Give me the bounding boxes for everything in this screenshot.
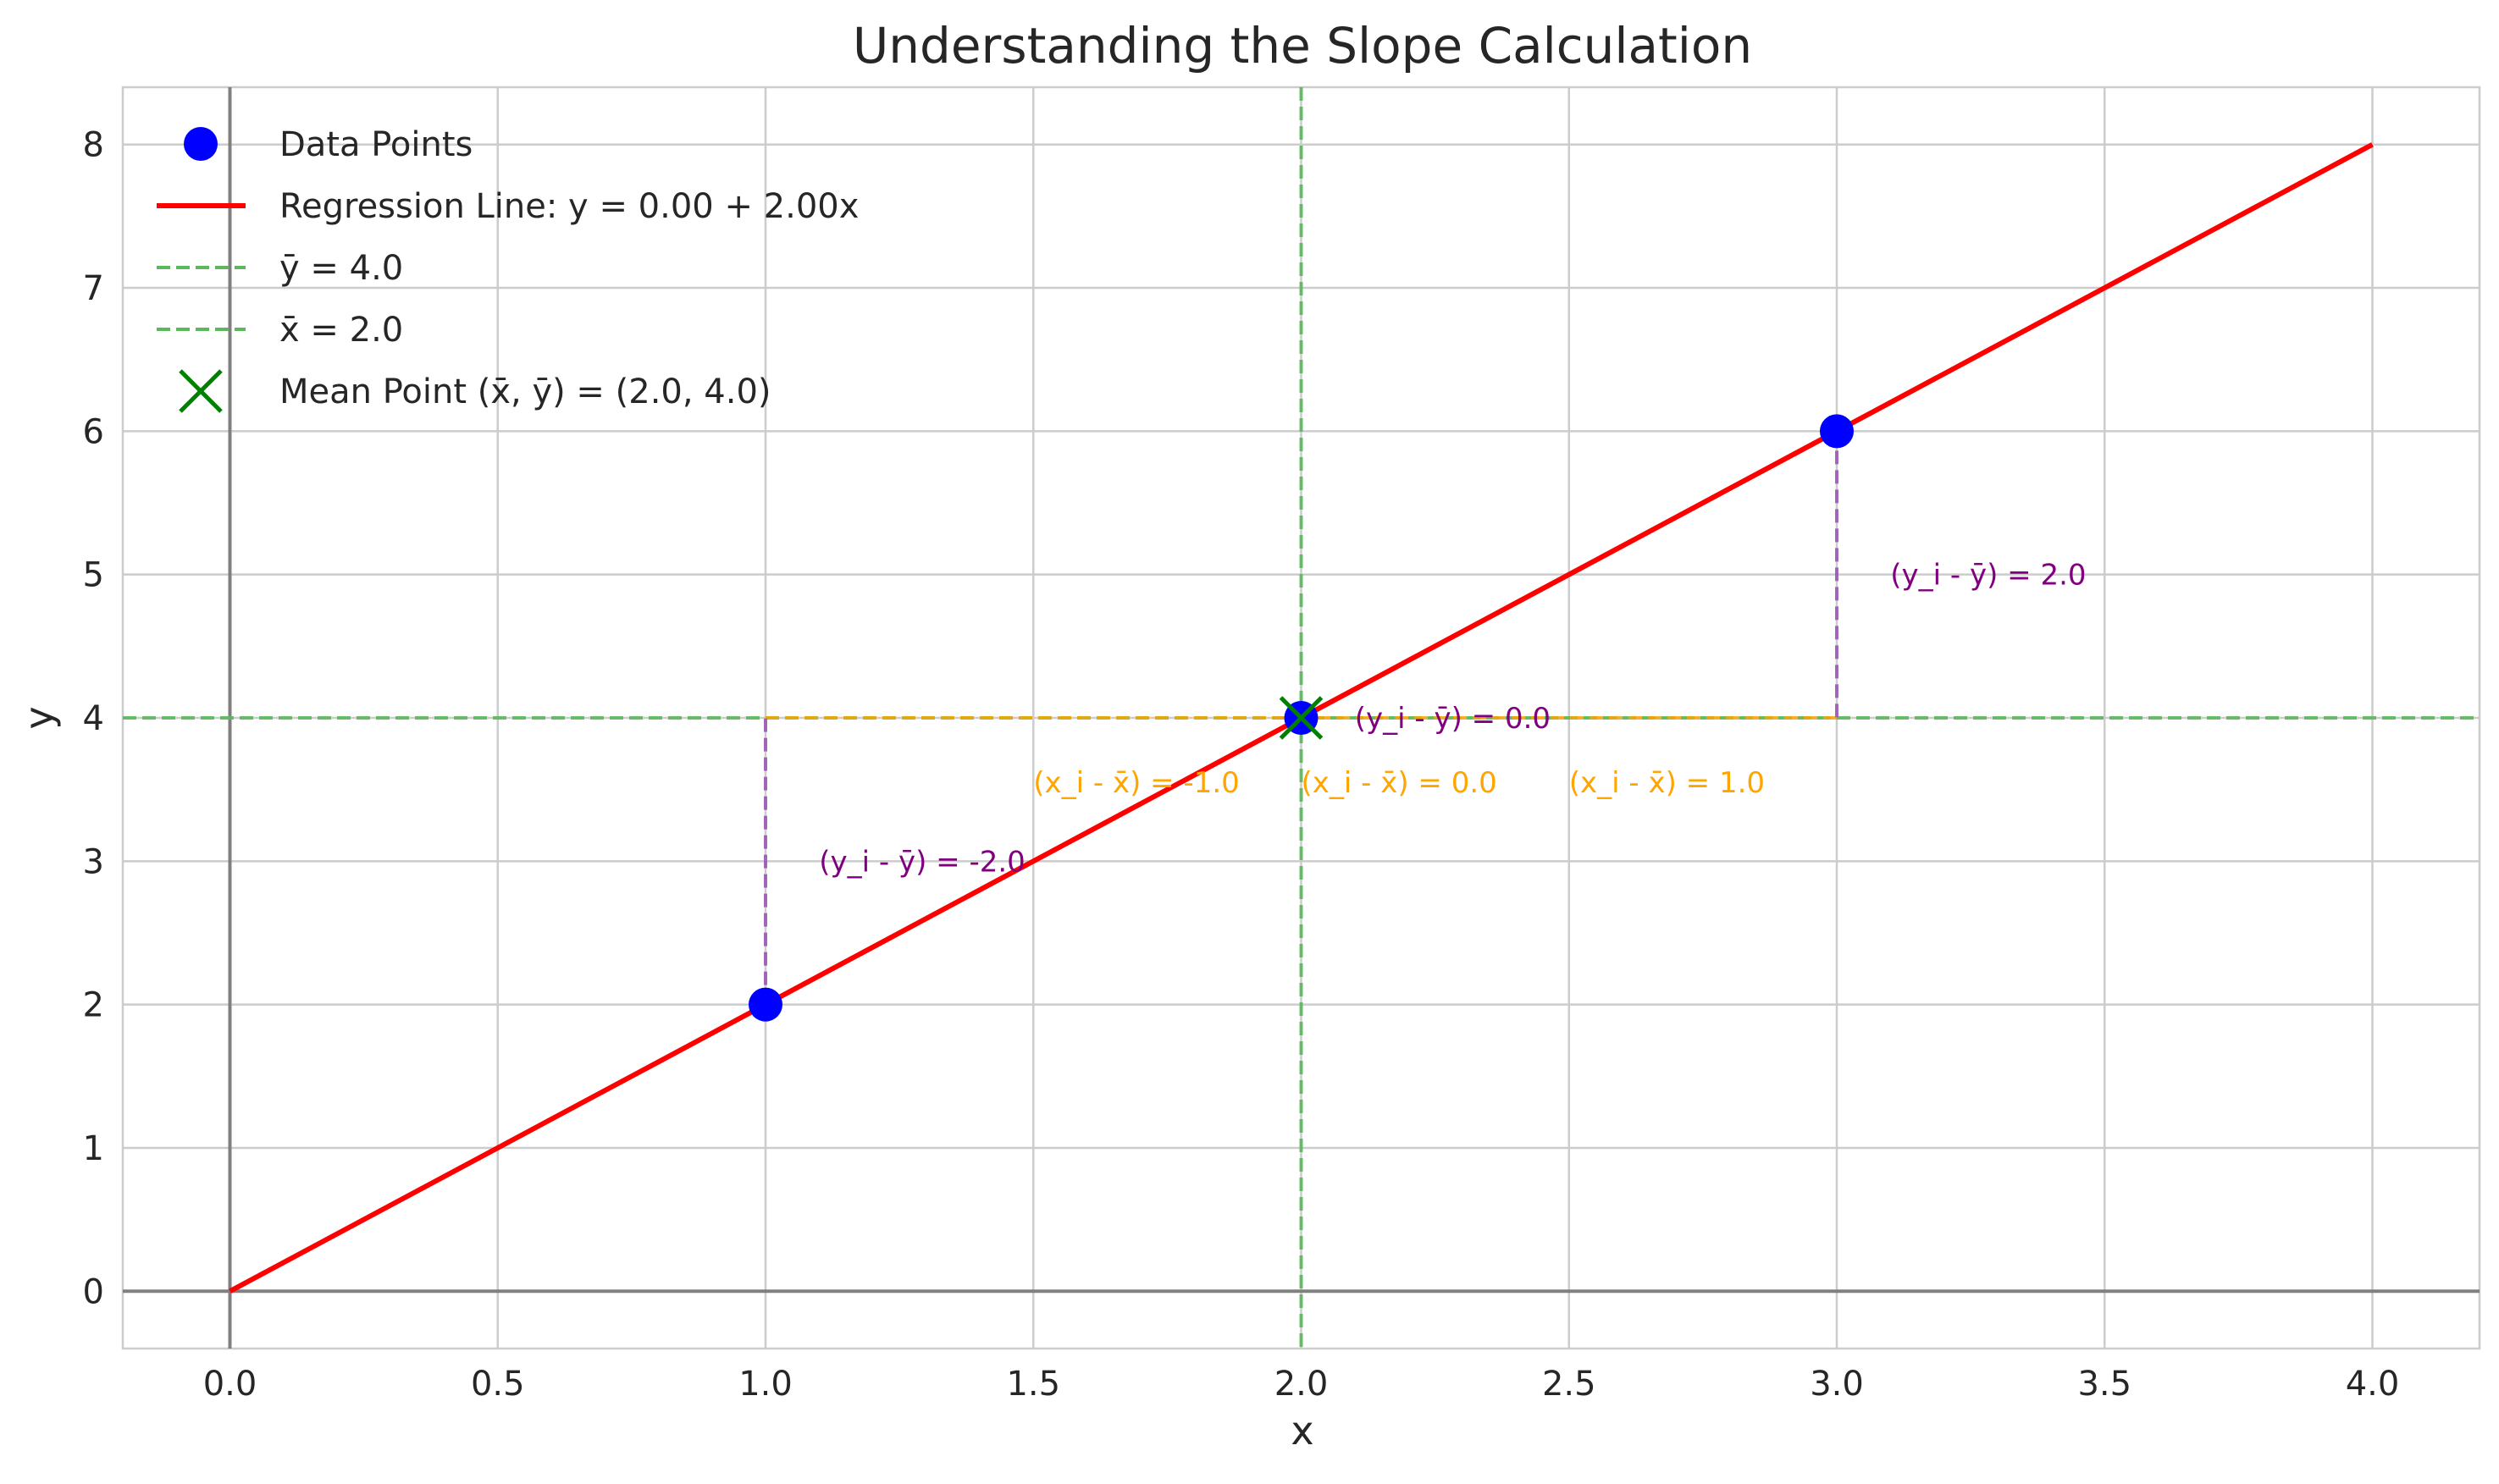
- legend-label: Mean Point (x̄, ȳ) = (2.0, 4.0): [279, 372, 771, 411]
- y-tick-label: 3: [83, 842, 104, 881]
- x-deviation-label: (x_i - x̄) = -1.0: [1033, 766, 1240, 800]
- y-tick-label: 7: [83, 269, 104, 308]
- legend-label: x̄ = 2.0: [279, 311, 403, 350]
- y-tick-label: 5: [83, 556, 104, 595]
- x-tick-label: 2.5: [1542, 1365, 1596, 1404]
- x-tick-label: 3.5: [2077, 1365, 2131, 1404]
- x-tick-label: 2.0: [1274, 1365, 1329, 1404]
- data-point: [749, 987, 782, 1022]
- legend-marker-data-points: [184, 127, 218, 161]
- x-tick-label: 0.5: [471, 1365, 525, 1404]
- plot-area: 0.0 0.5 1.0 1.5 2.0 2.5 3.0 3.5 4.0 0 1 2 3 4 5 6 7 8 (x_i…: [83, 86, 2481, 1404]
- y-deviation-label: (y_i - ȳ) = 2.0: [1890, 559, 2086, 593]
- y-tick-label: 6: [83, 412, 104, 451]
- y-tick-label: 1: [83, 1129, 104, 1168]
- legend-marker-mean-point: [179, 369, 223, 413]
- legend-label: Regression Line: y = 0.00 + 2.00x: [279, 187, 859, 226]
- x-tick-label: 1.5: [1006, 1365, 1060, 1404]
- x-deviation-label: (x_i - x̄) = 1.0: [1569, 766, 1765, 800]
- legend: Data Points Regression Line: y = 0.00 + 2…: [157, 125, 859, 413]
- y-deviation-label: (y_i - ȳ) = 0.0: [1355, 702, 1551, 736]
- mean-point-stroke: [1279, 696, 1324, 740]
- x-tick-label: 0.0: [203, 1365, 257, 1404]
- y-deviation-label: (y_i - ȳ) = -2.0: [819, 845, 1026, 879]
- x-tick-label: 3.0: [1810, 1365, 1864, 1404]
- y-tick-label: 8: [83, 126, 104, 165]
- y-axis-title: y: [16, 706, 62, 729]
- data-point: [1820, 414, 1854, 449]
- x-tick-label: 1.0: [738, 1365, 793, 1404]
- x-axis-title: x: [1291, 1408, 1313, 1454]
- x-deviation-label: (x_i - x̄) = 0.0: [1302, 766, 1497, 800]
- y-tick-label: 0: [83, 1272, 104, 1311]
- chart-title: Understanding the Slope Calculation: [853, 17, 1752, 74]
- plot-content: [123, 87, 2480, 1349]
- mean-point-marker: [1279, 696, 1324, 740]
- legend-label: Data Points: [279, 125, 473, 164]
- x-tick-label: 4.0: [2346, 1365, 2400, 1404]
- y-tick-label: 4: [83, 699, 104, 738]
- y-tick-label: 2: [83, 986, 104, 1025]
- legend-label: ȳ = 4.0: [279, 249, 403, 288]
